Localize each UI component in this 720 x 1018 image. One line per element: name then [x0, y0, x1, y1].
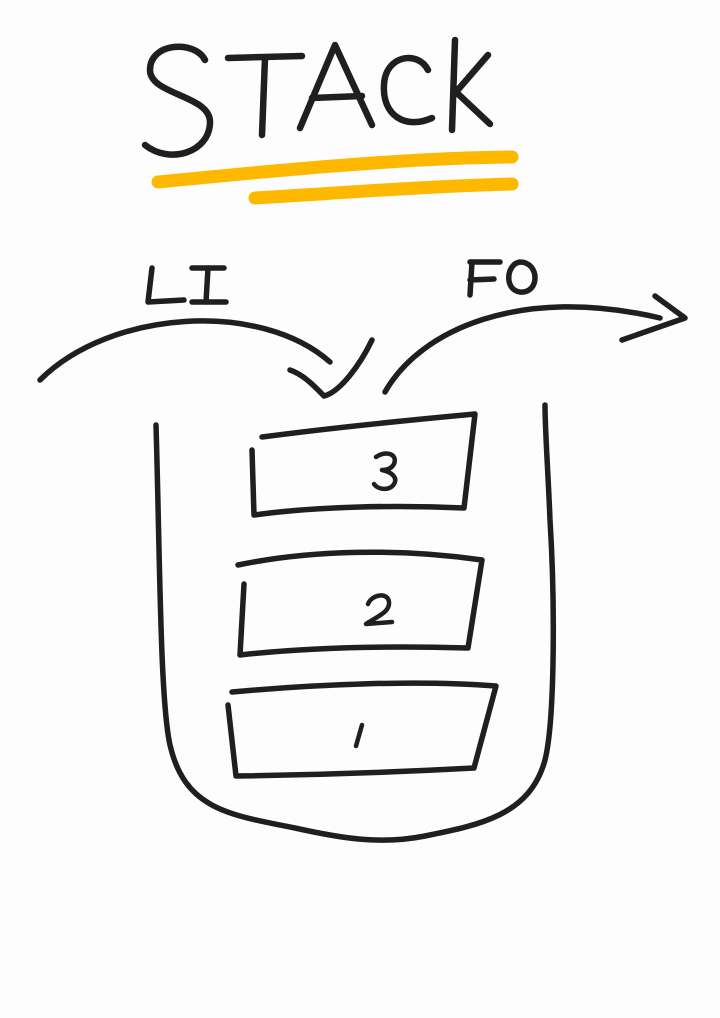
stack-item-2-box — [235, 549, 485, 658]
pop-arrow-curve — [382, 304, 663, 395]
stack-item-2 — [235, 549, 485, 658]
title-letter-c — [380, 54, 436, 126]
push-arrowhead — [287, 337, 375, 399]
stack-item-3-digit — [371, 451, 398, 492]
pop-label-f-mid — [467, 276, 497, 283]
pop-arrowhead — [619, 293, 688, 343]
stack-item-2-digit — [363, 593, 395, 627]
stack-container — [153, 402, 557, 843]
title-letter-a — [296, 41, 376, 132]
title-letter-a-bar — [308, 92, 366, 102]
stack-item-1 — [225, 680, 499, 779]
push-label-l — [145, 265, 187, 305]
push-arrow-curve — [37, 318, 333, 383]
push-arrow — [37, 318, 375, 399]
stack-item-3 — [249, 411, 478, 518]
title-lettering — [141, 36, 494, 158]
pop-arrow — [382, 293, 688, 395]
stack-item-1-box — [225, 680, 499, 779]
stack-item-3-box — [249, 411, 478, 518]
title-letter-k-arm — [452, 51, 494, 128]
title-letter-t-stem — [258, 54, 269, 139]
push-label-i-stem — [203, 265, 211, 305]
title-letter-k-stem — [448, 36, 459, 134]
title-underline — [151, 150, 519, 205]
stack-item-1-digit — [353, 722, 365, 749]
pop-label — [467, 259, 538, 298]
pop-label-o — [506, 259, 538, 295]
title-letter-s — [141, 43, 214, 158]
push-label — [145, 265, 229, 305]
